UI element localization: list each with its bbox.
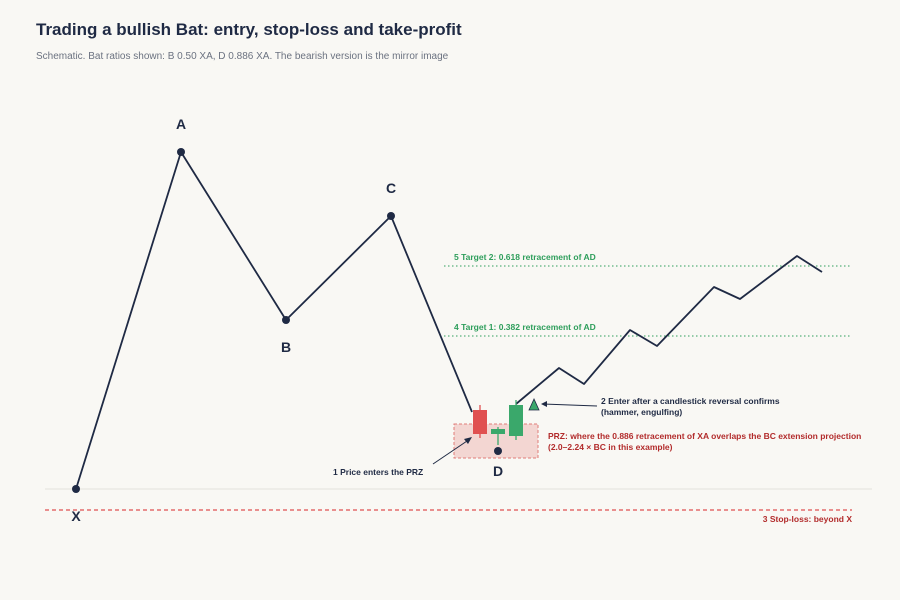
point-d-label: D	[493, 463, 503, 479]
page-subtitle: Schematic. Bat ratios shown: B 0.50 XA, …	[36, 51, 449, 62]
prz-label-line-2: (2.0–2.24 × BC in this example)	[548, 442, 673, 452]
entry-arrow	[542, 403, 598, 407]
prz-entry-arrowhead-icon	[464, 437, 472, 444]
point-c-label: C	[386, 180, 396, 196]
entry-marker-icon	[528, 398, 540, 411]
prz-entry-label: 1 Price enters the PRZ	[333, 467, 423, 477]
doji-candle	[491, 427, 505, 445]
target-1-label: 4 Target 1: 0.382 retracement of AD	[454, 322, 596, 332]
target-2-label: 5 Target 2: 0.618 retracement of AD	[454, 252, 596, 262]
point-d-marker	[494, 447, 502, 455]
bearish-candle	[473, 405, 487, 438]
point-x-marker	[72, 485, 80, 493]
bullish-engulfing-candle	[509, 400, 523, 440]
prz-entry-arrow	[432, 438, 471, 465]
entry-label-line-2: (hammer, engulfing)	[601, 407, 682, 417]
point-a-marker	[177, 148, 185, 156]
stop-loss-label: 3 Stop-loss: beyond X	[763, 514, 853, 524]
point-x-label: X	[71, 508, 81, 524]
entry-arrowhead-icon	[541, 401, 547, 407]
point-b-label: B	[281, 339, 291, 355]
xabcd-pattern-line	[75, 151, 473, 490]
entry-label-line-1: 2 Enter after a candlestick reversal con…	[601, 396, 780, 406]
point-b-marker	[282, 316, 290, 324]
point-a-label: A	[176, 116, 186, 132]
prz-label-line-1: PRZ: where the 0.886 retracement of XA o…	[548, 431, 861, 441]
point-c-marker	[387, 212, 395, 220]
page-title: Trading a bullish Bat: entry, stop-loss …	[36, 20, 462, 39]
rally-price-path	[515, 255, 823, 405]
